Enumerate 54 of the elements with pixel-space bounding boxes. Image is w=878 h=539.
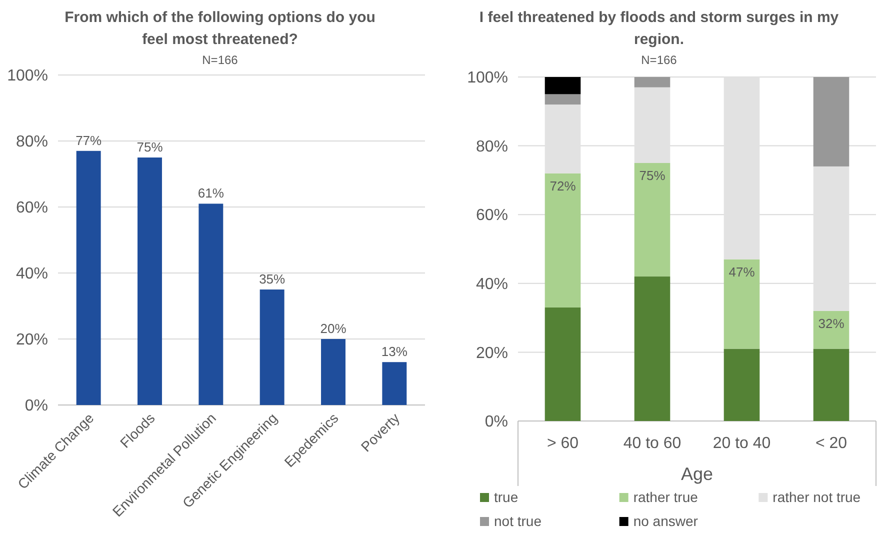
bar — [321, 339, 346, 405]
annotation: 32% — [818, 316, 845, 331]
y-tick-label: 60% — [476, 207, 508, 224]
bar — [634, 276, 670, 421]
legend-label: not true — [494, 513, 542, 529]
bar — [76, 150, 101, 405]
y-tick-label: 20% — [476, 344, 508, 362]
annotation: 72% — [550, 178, 576, 194]
y-tick-label: 40% — [16, 266, 48, 283]
y-tick-label: 20% — [16, 332, 48, 349]
legend-label: rather true — [633, 489, 698, 505]
chart-title: I feel threatened by floods and storm surges in my region. — [479, 9, 840, 48]
x-tick-label: < 20 — [815, 435, 848, 452]
data-label: 75% — [136, 140, 164, 154]
legend-label: no answer — [633, 513, 698, 529]
legend-label: rather not true — [772, 489, 861, 505]
legend-label: true — [494, 489, 518, 505]
bar — [382, 362, 407, 405]
x-tick-label: 20 to 40 — [712, 435, 771, 452]
data-label: 77% — [76, 132, 102, 148]
bar — [724, 348, 760, 421]
bar — [544, 307, 581, 421]
data-label: 61% — [198, 186, 224, 201]
chart-title: From which of the following options do you feel most threatened? — [64, 9, 376, 48]
bar — [724, 259, 760, 349]
chart-subtitle: N=166 — [641, 53, 678, 67]
bar — [813, 310, 850, 349]
x-axis-title: Age — [680, 464, 714, 484]
y-tick-label: 60% — [16, 200, 48, 217]
bar — [813, 77, 850, 166]
annotation: 75% — [639, 168, 666, 183]
bar — [634, 77, 670, 88]
data-label: 13% — [381, 344, 408, 360]
annotation: 47% — [728, 264, 756, 280]
bar — [544, 77, 581, 94]
y-tick-label: 0% — [24, 398, 48, 415]
bar — [198, 204, 224, 405]
bar — [813, 348, 850, 421]
y-tick-label: 100% — [7, 68, 48, 85]
x-tick-label: > 60 — [546, 435, 579, 452]
y-tick-label: 100% — [467, 70, 508, 87]
y-tick-label: 80% — [16, 134, 48, 151]
y-tick-label: 0% — [484, 414, 508, 431]
bar — [138, 158, 162, 405]
bar — [634, 163, 670, 277]
data-label: 35% — [259, 272, 286, 286]
x-tick-label: 40 to 60 — [623, 435, 682, 452]
bar — [544, 94, 581, 105]
y-tick-label: 40% — [476, 276, 508, 293]
chart-subtitle: N=166 — [202, 53, 238, 67]
data-label: 20% — [320, 321, 347, 336]
bar — [260, 290, 284, 405]
y-tick-label: 80% — [476, 138, 508, 156]
bar — [544, 173, 581, 308]
